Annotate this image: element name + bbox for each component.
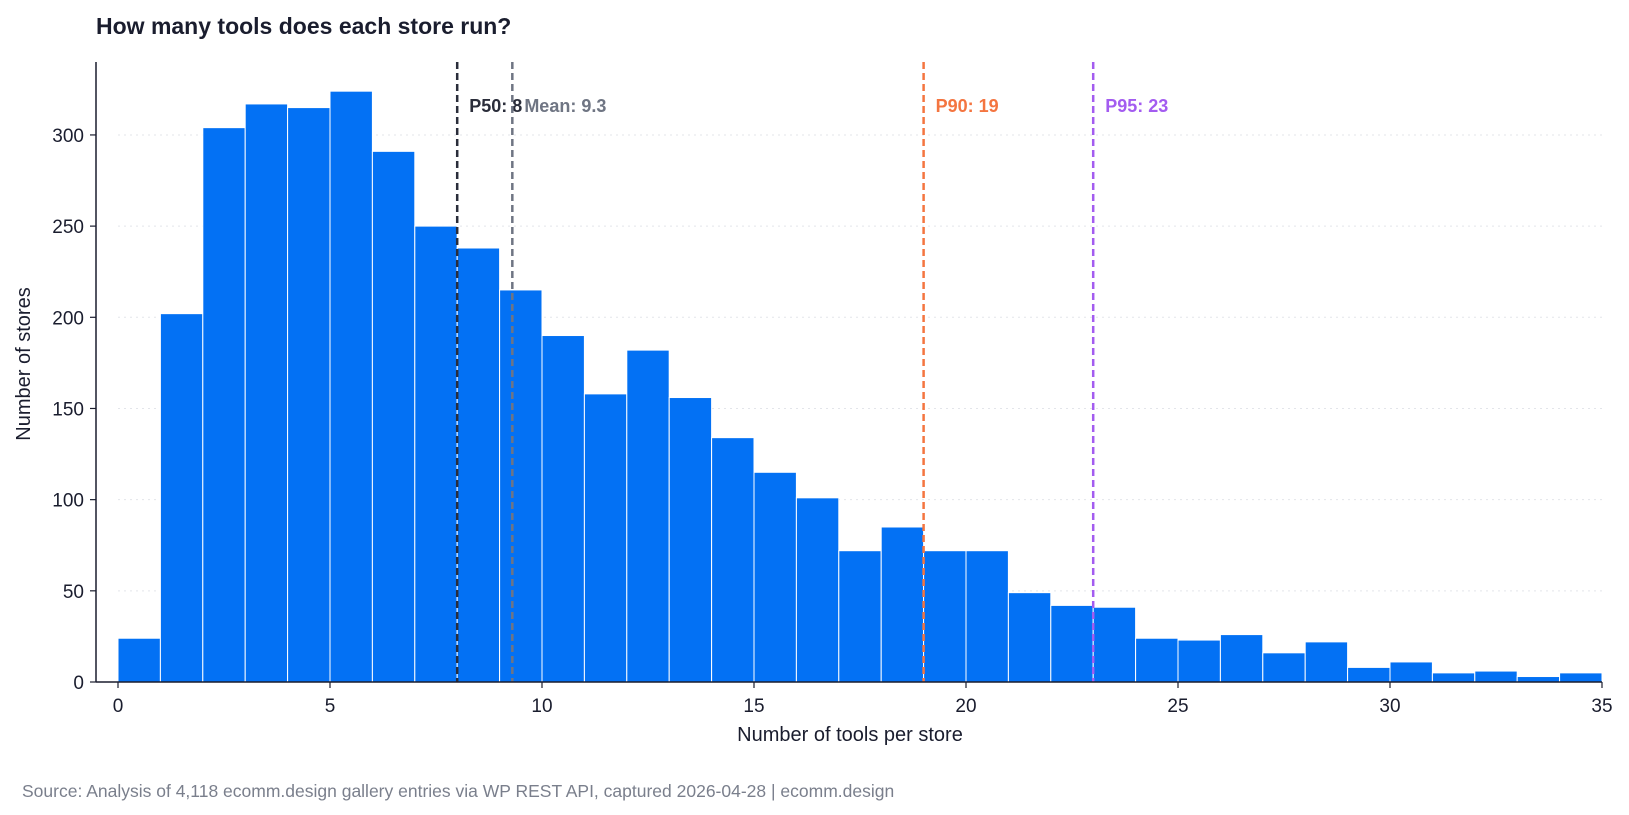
histogram-bar xyxy=(753,471,797,683)
histogram-bar xyxy=(880,526,925,683)
x-tick-label: 5 xyxy=(325,696,336,717)
histogram-bar xyxy=(159,313,204,683)
y-tick-label: 300 xyxy=(52,126,84,147)
histogram-bar xyxy=(244,103,289,683)
histogram-bar xyxy=(626,349,670,683)
x-tick-label: 35 xyxy=(1591,696,1612,717)
histogram-bar xyxy=(1219,634,1264,683)
histogram-bar xyxy=(668,397,713,683)
histogram-bar xyxy=(329,90,373,683)
reference-lines: P50: 8 Mean: 9.3 P90: 19 P95: 23 xyxy=(455,62,1168,682)
histogram-bar xyxy=(1347,666,1391,683)
ref-label-p50: P50: 8 xyxy=(469,96,522,116)
histogram-bar xyxy=(1431,672,1476,683)
y-axis-ticks: 0 50 100 150 200 250 300 xyxy=(52,126,96,694)
histogram-bar xyxy=(117,637,161,683)
histogram-bar xyxy=(1177,639,1221,683)
histogram-bar xyxy=(583,393,628,683)
histogram-bar xyxy=(541,335,585,683)
y-tick-label: 50 xyxy=(63,582,84,603)
histogram-bar xyxy=(923,550,967,683)
x-tick-label: 0 xyxy=(113,696,124,717)
ref-label-mean: Mean: 9.3 xyxy=(524,96,606,116)
x-axis-label: Number of tools per store xyxy=(737,724,963,746)
y-tick-label: 250 xyxy=(52,217,84,238)
histogram-bar xyxy=(1304,641,1349,683)
histogram-bar xyxy=(414,225,458,683)
x-axis-ticks: 0 5 10 15 20 25 30 35 xyxy=(113,682,1613,717)
histogram-bar xyxy=(1050,604,1094,683)
x-tick-label: 10 xyxy=(531,696,552,717)
histogram-bar xyxy=(287,107,331,683)
y-tick-label: 150 xyxy=(52,399,84,420)
y-tick-label: 100 xyxy=(52,491,84,512)
x-tick-label: 15 xyxy=(743,696,764,717)
histogram-bar xyxy=(1092,606,1137,683)
x-tick-label: 25 xyxy=(1167,696,1188,717)
y-tick-label: 200 xyxy=(52,308,84,329)
histogram-bar xyxy=(838,550,882,683)
histogram-bar xyxy=(1516,676,1561,683)
histogram-bar xyxy=(1474,670,1518,683)
ref-label-p95: P95: 23 xyxy=(1105,96,1168,116)
histogram-bar xyxy=(202,127,246,683)
y-axis-label: Number of stores xyxy=(13,287,35,440)
histogram-bar xyxy=(1262,652,1306,683)
histogram-bar xyxy=(371,150,416,683)
histogram-bar xyxy=(1135,637,1179,683)
histogram-bar xyxy=(711,437,755,683)
histogram-bars xyxy=(117,90,1603,683)
histogram-bar xyxy=(1389,661,1433,683)
histogram-bar xyxy=(795,497,840,683)
histogram-bar xyxy=(965,550,1009,683)
histogram-bar xyxy=(456,247,501,683)
ref-label-p90: P90: 19 xyxy=(936,96,999,116)
histogram-bar xyxy=(499,289,543,683)
histogram-bar xyxy=(1007,592,1052,683)
source-note: Source: Analysis of 4,118 ecomm.design g… xyxy=(22,781,894,801)
x-tick-label: 30 xyxy=(1379,696,1400,717)
chart-title: How many tools does each store run? xyxy=(96,13,511,39)
histogram-bar xyxy=(1559,672,1603,683)
x-tick-label: 20 xyxy=(955,696,976,717)
y-tick-label: 0 xyxy=(73,673,84,694)
